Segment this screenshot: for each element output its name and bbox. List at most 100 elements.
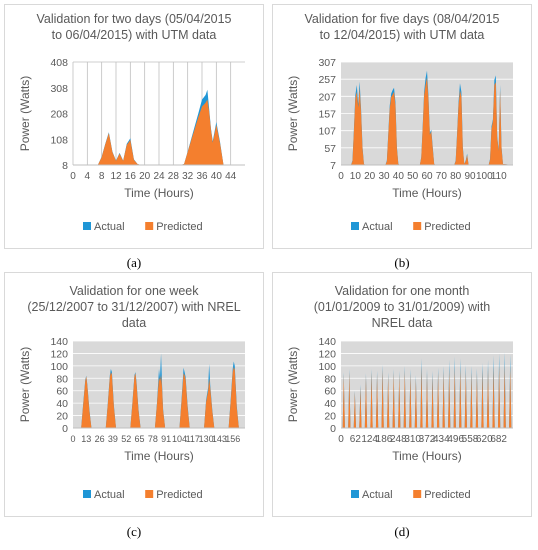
series-area-predicted <box>341 77 513 165</box>
chart-title-line: to 06/04/2015) with UTM data <box>52 28 217 42</box>
y-tick-label: 108 <box>50 134 68 146</box>
x-tick-label: 372 <box>419 434 436 445</box>
x-tick-label: 12 <box>110 171 122 182</box>
x-tick-label: 110 <box>491 171 507 182</box>
x-tick-label: 434 <box>433 434 450 445</box>
x-axis-label: Time (Hours) <box>124 449 194 463</box>
x-tick-label: 0 <box>338 434 344 445</box>
y-axis-label: Power (Watts) <box>18 76 32 152</box>
x-tick-label: 39 <box>108 434 118 444</box>
x-tick-label: 36 <box>196 171 208 182</box>
chart-title-line: Validation for one month <box>335 284 470 298</box>
y-tick-label: 60 <box>56 386 68 398</box>
x-tick-label: 0 <box>338 171 344 182</box>
x-tick-label: 44 <box>225 171 237 182</box>
x-tick-label: 156 <box>225 434 240 444</box>
y-tick-label: 308 <box>50 83 68 95</box>
legend-label-predicted: Predicted <box>424 489 470 501</box>
chart-title-line: (01/01/2009 to 31/01/2009) with <box>314 300 491 314</box>
x-axis-label: Time (Hours) <box>392 186 462 200</box>
x-tick-label: 13 <box>81 434 91 444</box>
chart-panel-two-days: Validation for two days (05/04/2015 to 06… <box>4 4 264 249</box>
y-tick-label: 257 <box>318 74 336 86</box>
y-tick-label: 120 <box>50 348 68 360</box>
x-tick-label: 24 <box>153 171 165 182</box>
x-tick-label: 50 <box>407 171 419 182</box>
y-tick-label: 208 <box>50 109 68 121</box>
y-tick-label: 120 <box>318 348 336 360</box>
legend-swatch-predicted <box>145 490 154 498</box>
legend-label-actual: Actual <box>94 489 125 501</box>
x-tick-label: 65 <box>135 434 145 444</box>
x-tick-label: 40 <box>393 171 405 182</box>
y-axis-label: Power (Watts) <box>18 347 32 423</box>
legend-swatch-actual <box>83 490 91 498</box>
y-tick-label: 80 <box>324 373 336 385</box>
x-tick-label: 20 <box>139 171 151 182</box>
x-tick-label: 26 <box>95 434 105 444</box>
x-tick-label: 0 <box>70 171 76 182</box>
y-tick-label: 100 <box>50 361 68 373</box>
x-tick-label: 91 <box>161 434 171 444</box>
y-tick-label: 20 <box>324 411 336 423</box>
chart-panel-one-week: Validation for one week (25/12/2007 to 31… <box>4 272 264 517</box>
x-tick-label: 28 <box>168 171 180 182</box>
x-tick-label: 62 <box>350 434 362 445</box>
y-tick-label: 0 <box>330 423 336 435</box>
chart-svg: Validation for five days (08/04/2015 to 1… <box>286 12 513 233</box>
legend-label-predicted: Predicted <box>156 221 202 233</box>
y-tick-label: 60 <box>324 386 336 398</box>
series-area-predicted <box>341 363 513 428</box>
y-tick-label: 7 <box>330 160 336 172</box>
chart-svg: Validation for one month (01/01/2009 to 3… <box>286 284 513 501</box>
y-tick-label: 157 <box>318 109 336 121</box>
chart-panel-five-days: Validation for five days (08/04/2015 to 1… <box>272 4 532 249</box>
y-tick-label: 140 <box>318 336 336 348</box>
x-tick-label: 80 <box>450 171 462 182</box>
x-tick-label: 40 <box>211 171 223 182</box>
legend-label-actual: Actual <box>94 221 125 233</box>
x-tick-label: 30 <box>378 171 390 182</box>
chart-title-line: to 12/04/2015) with UTM data <box>320 28 485 42</box>
legend-label-actual: Actual <box>362 489 393 501</box>
x-tick-label: 620 <box>476 434 493 445</box>
x-tick-label: 20 <box>364 171 376 182</box>
x-tick-label: 682 <box>490 434 507 445</box>
legend-swatch-predicted <box>413 490 422 498</box>
x-tick-label: 310 <box>404 434 421 445</box>
x-tick-label: 117 <box>186 434 200 444</box>
x-tick-label: 143 <box>212 434 227 444</box>
x-tick-label: 104 <box>172 434 187 444</box>
y-tick-label: 57 <box>324 143 336 155</box>
x-tick-label: 100 <box>476 171 493 182</box>
legend-label-predicted: Predicted <box>156 489 202 501</box>
x-tick-label: 8 <box>99 171 105 182</box>
legend-label-actual: Actual <box>362 221 393 233</box>
x-tick-label: 4 <box>85 171 91 182</box>
chart-title-line: Validation for two days (05/04/2015 <box>36 12 231 26</box>
y-axis-label: Power (Watts) <box>286 347 300 423</box>
y-tick-label: 100 <box>318 361 336 373</box>
x-tick-label: 78 <box>148 434 158 444</box>
x-tick-label: 10 <box>350 171 362 182</box>
chart-title-line: NREL data <box>372 316 433 330</box>
chart-title-line: Validation for five days (08/04/2015 <box>304 12 499 26</box>
x-axis-label: Time (Hours) <box>392 449 462 463</box>
x-tick-label: 0 <box>70 434 75 444</box>
y-tick-label: 140 <box>50 336 68 348</box>
y-axis-label: Power (Watts) <box>286 76 300 152</box>
legend-swatch-actual <box>83 222 91 230</box>
x-tick-label: 60 <box>421 171 433 182</box>
x-tick-label: 32 <box>182 171 194 182</box>
y-tick-label: 80 <box>56 373 68 385</box>
y-tick-label: 40 <box>324 398 336 410</box>
x-tick-label: 124 <box>361 434 378 445</box>
x-tick-label: 558 <box>462 434 479 445</box>
chart-svg: Validation for one week (25/12/2007 to 31… <box>18 284 245 501</box>
y-tick-label: 307 <box>318 57 336 69</box>
x-tick-label: 52 <box>121 434 131 444</box>
series-area-predicted <box>73 99 224 165</box>
chart-title-line: Validation for one week <box>69 284 199 298</box>
y-tick-label: 40 <box>56 398 68 410</box>
x-tick-label: 16 <box>125 171 137 182</box>
